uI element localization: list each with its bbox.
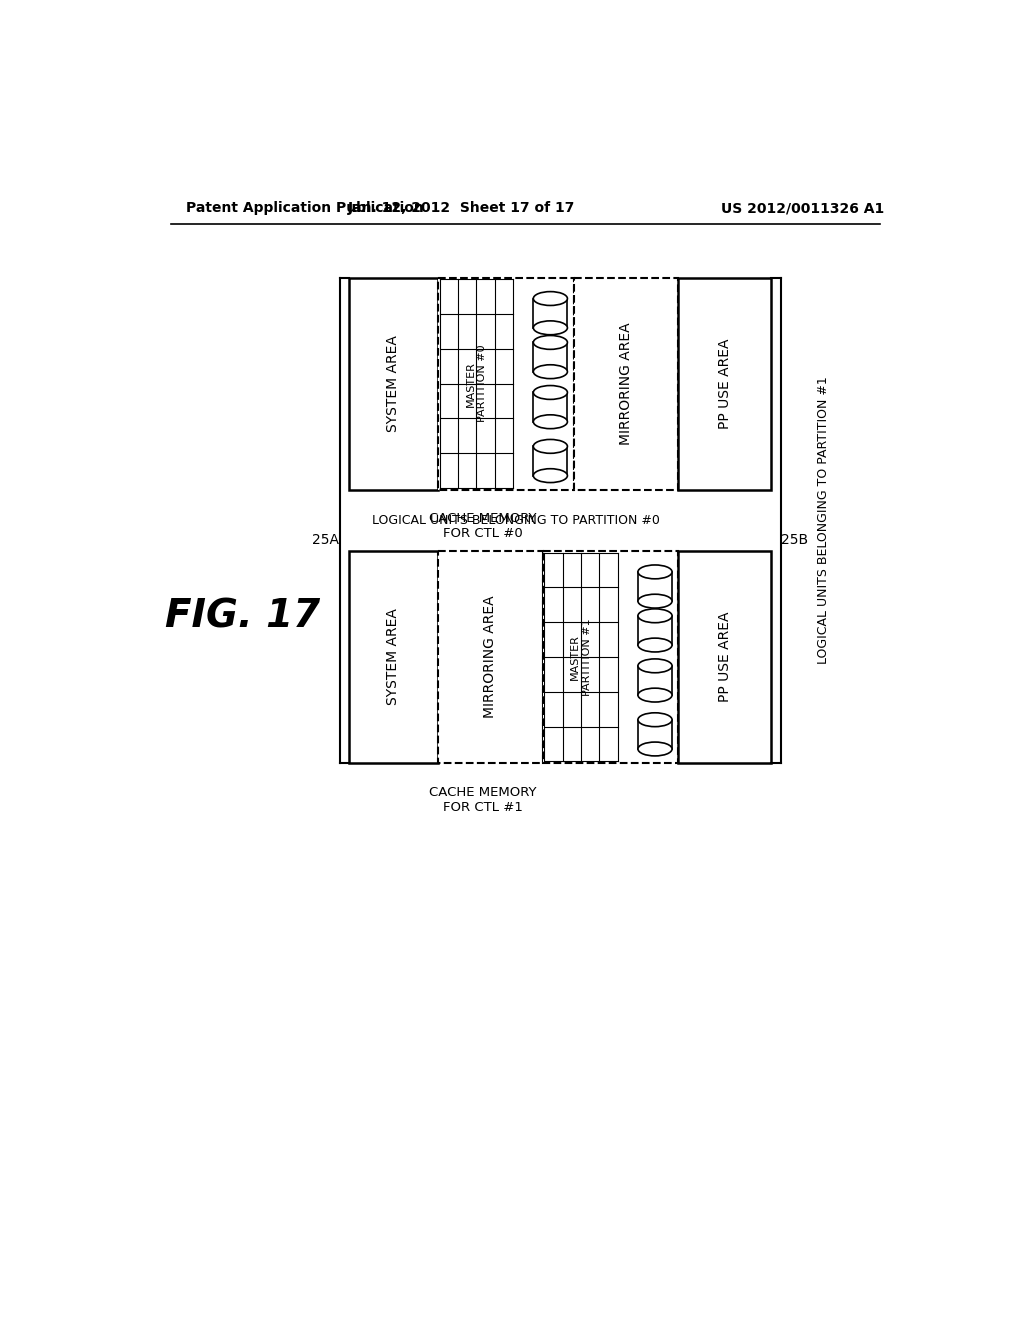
Text: MIRRORING AREA: MIRRORING AREA	[483, 595, 498, 718]
Text: 25A: 25A	[312, 532, 339, 546]
Text: US 2012/0011326 A1: US 2012/0011326 A1	[721, 202, 884, 215]
Bar	[638, 719, 672, 748]
Bar	[438, 277, 573, 490]
Ellipse shape	[534, 440, 567, 453]
Ellipse shape	[638, 594, 672, 609]
Bar	[534, 298, 567, 327]
Text: MASTER
PARTITION #0: MASTER PARTITION #0	[466, 345, 487, 422]
Bar	[534, 392, 567, 422]
Text: MASTER
PARTITION #1: MASTER PARTITION #1	[570, 618, 592, 696]
Ellipse shape	[534, 292, 567, 305]
Bar	[678, 277, 771, 490]
Bar	[438, 552, 543, 763]
Ellipse shape	[534, 364, 567, 379]
Text: PP USE AREA: PP USE AREA	[718, 338, 732, 429]
Ellipse shape	[638, 565, 672, 578]
Bar	[349, 552, 438, 763]
Text: Jan. 12, 2012  Sheet 17 of 17: Jan. 12, 2012 Sheet 17 of 17	[347, 202, 574, 215]
Ellipse shape	[638, 638, 672, 652]
Ellipse shape	[638, 688, 672, 702]
Bar	[638, 615, 672, 645]
Ellipse shape	[638, 659, 672, 673]
Ellipse shape	[534, 335, 567, 350]
Bar	[534, 342, 567, 372]
Text: 25B: 25B	[781, 532, 808, 546]
Text: LOGICAL UNITS BELONGING TO PARTITION #0: LOGICAL UNITS BELONGING TO PARTITION #0	[372, 513, 659, 527]
Bar	[638, 665, 672, 696]
Text: SYSTEM AREA: SYSTEM AREA	[386, 335, 400, 432]
Bar	[534, 446, 567, 475]
Text: FIG. 17: FIG. 17	[165, 598, 321, 635]
Bar	[573, 277, 678, 490]
Bar	[349, 277, 438, 490]
Text: LOGICAL UNITS BELONGING TO PARTITION #1: LOGICAL UNITS BELONGING TO PARTITION #1	[817, 376, 829, 664]
Ellipse shape	[638, 609, 672, 623]
Ellipse shape	[534, 321, 567, 335]
Text: CACHE MEMORY
FOR CTL #1: CACHE MEMORY FOR CTL #1	[429, 785, 537, 814]
Ellipse shape	[638, 713, 672, 726]
Ellipse shape	[534, 469, 567, 483]
Text: PP USE AREA: PP USE AREA	[718, 611, 732, 702]
Ellipse shape	[534, 385, 567, 400]
Bar	[543, 552, 678, 763]
Text: CACHE MEMORY
FOR CTL #0: CACHE MEMORY FOR CTL #0	[429, 512, 537, 540]
Ellipse shape	[534, 414, 567, 429]
Bar	[638, 572, 672, 601]
Bar	[678, 552, 771, 763]
Ellipse shape	[638, 742, 672, 756]
Text: SYSTEM AREA: SYSTEM AREA	[386, 609, 400, 705]
Text: Patent Application Publication: Patent Application Publication	[186, 202, 424, 215]
Text: MIRRORING AREA: MIRRORING AREA	[618, 322, 633, 445]
